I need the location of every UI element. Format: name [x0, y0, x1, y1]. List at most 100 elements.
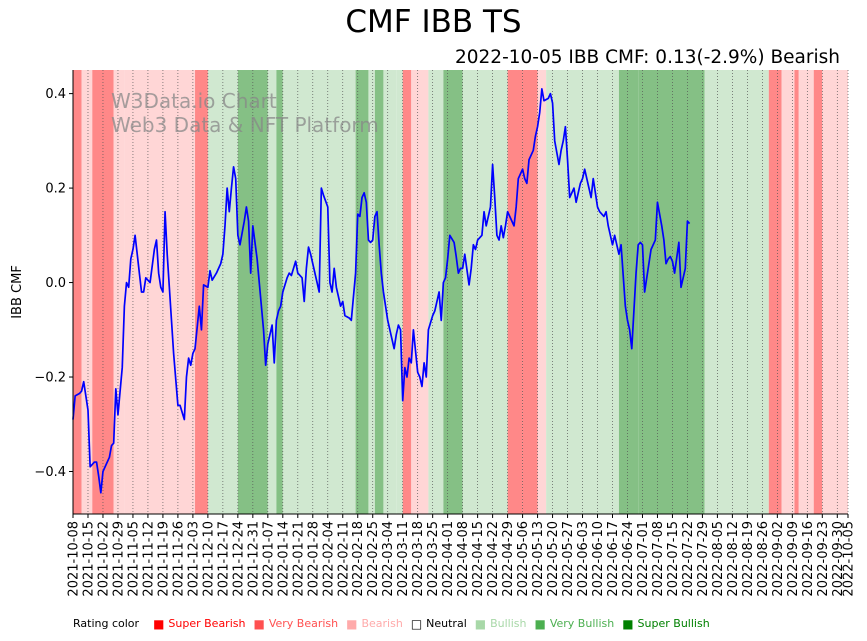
legend-label: Super Bearish	[168, 617, 246, 630]
legend-label: Super Bullish	[637, 617, 710, 630]
x-tick-label: 2022-04-08	[456, 521, 471, 597]
rating-band-9	[276, 70, 283, 514]
legend-swatch: ■	[346, 616, 358, 631]
x-tick-label: 2021-12-24	[231, 521, 246, 597]
legend-swatch: ■	[253, 616, 265, 631]
legend-item: ■ Super Bearish	[153, 617, 245, 630]
x-tick-label: 2022-01-28	[306, 521, 321, 597]
y-tick-label: 0.4	[45, 87, 66, 102]
legend-label: Very Bearish	[268, 617, 339, 630]
rating-band-16	[396, 70, 403, 514]
chart-subtitle: 2022-10-05 IBB CMF: 0.13(-2.9%) Bearish	[454, 47, 840, 68]
rating-band-3	[113, 70, 125, 514]
x-tick-label: 2022-08-26	[756, 521, 771, 597]
rating-band-32	[798, 70, 814, 514]
x-tick-label: 2022-07-29	[696, 521, 711, 597]
rating-band-13	[368, 70, 375, 514]
x-tick-label: 2022-03-18	[411, 521, 426, 597]
legend-item: ■ Very Bearish	[253, 617, 338, 630]
rating-legend: Rating color ■ Super Bearish ■ Very Bearish…	[73, 617, 718, 630]
x-tick-label: 2022-01-07	[261, 521, 276, 597]
rating-band-4	[124, 70, 196, 514]
legend-label: Very Bullish	[549, 617, 615, 630]
series-layer	[72, 88, 691, 494]
legend-label: Bullish	[490, 617, 527, 630]
rating-band-14	[374, 70, 384, 514]
x-tick-label: 2022-04-22	[486, 521, 501, 597]
x-tick-label: 2022-08-05	[711, 521, 726, 597]
rating-band-15	[383, 70, 397, 514]
legend-label: Neutral	[426, 617, 467, 630]
watermark-line-0: W3Data.io Chart	[111, 89, 277, 113]
x-tick-label: 2022-07-08	[651, 521, 666, 597]
x-tick-label: 2022-04-01	[441, 521, 456, 597]
x-tick-label: 2022-02-11	[336, 521, 351, 597]
rating-band-27	[638, 70, 705, 514]
legend-swatch: ■	[153, 616, 165, 631]
x-tick-label: 2022-04-15	[471, 521, 486, 597]
y-tick-label: −0.2	[34, 371, 66, 386]
legend-item: ■ Bullish	[475, 617, 527, 630]
x-tick-label: 2021-11-12	[141, 521, 156, 597]
rating-band-31	[794, 70, 799, 514]
y-tick-label: 0.2	[45, 182, 66, 197]
watermark-line-1: Web3 Data & NFT Platform	[111, 113, 379, 137]
x-ticks: 2021-10-08 2021-10-15 2021-10-22 2021-10-29…	[67, 514, 857, 597]
x-tick-label: 2022-08-19	[741, 521, 756, 597]
x-tick-label: 2021-10-08	[67, 521, 82, 597]
x-tick-label: 2022-01-14	[276, 521, 291, 597]
legend-item: ■ Bearish	[346, 617, 403, 630]
x-tick-label: 2022-05-20	[546, 521, 561, 597]
y-tick-label: −0.4	[34, 465, 66, 480]
rating-band-22	[507, 70, 523, 514]
legend-swatch: □	[410, 616, 423, 631]
rating-band-19	[428, 70, 444, 514]
rating-band-1	[81, 70, 93, 514]
y-axis-label: IBB CMF	[10, 265, 25, 319]
x-tick-label: 2022-03-11	[396, 521, 411, 597]
axes	[72, 70, 848, 515]
legend-swatch: ■	[474, 616, 487, 631]
legend-swatch: ■	[534, 616, 546, 631]
x-tick-label: 2022-02-18	[351, 521, 366, 597]
x-tick-label: 2022-07-15	[666, 521, 681, 597]
x-tick-label: 2021-12-31	[246, 521, 261, 597]
x-tick-label: 2022-09-30	[831, 521, 846, 597]
legend-swatch: ■	[622, 616, 634, 631]
y-ticks: −0.4 −0.2 0.0 0.2 0.4	[34, 87, 73, 480]
x-tick-label: 2022-09-23	[816, 521, 831, 597]
x-tick-label: 2022-06-24	[621, 521, 636, 597]
x-tick-label: 2021-12-10	[201, 521, 216, 597]
legend-label: Bearish	[361, 617, 403, 630]
x-tick-label: 2022-09-02	[771, 521, 786, 597]
rating-band-24	[537, 70, 547, 514]
y-tick-label: 0.0	[45, 276, 66, 291]
x-tick-label: 2022-09-16	[801, 521, 816, 597]
x-tick-label: 2021-11-05	[126, 521, 141, 597]
rating-band-18	[411, 70, 429, 514]
x-tick-label: 2021-11-26	[171, 521, 186, 597]
rating-band-30	[781, 70, 795, 514]
x-tick-label: 2022-07-22	[681, 521, 696, 597]
chart-title: CMF IBB TS	[345, 4, 522, 40]
rating-band-10	[282, 70, 294, 514]
rating-band-26	[618, 70, 639, 514]
x-tick-label: 2021-12-17	[216, 521, 231, 597]
x-tick-label: 2021-10-15	[81, 521, 96, 597]
rating-band-20	[443, 70, 463, 514]
x-tick-label: 2022-07-01	[636, 521, 651, 597]
x-tick-label: 2022-02-04	[321, 521, 336, 597]
rating-band-21	[462, 70, 508, 514]
rating-band-29	[768, 70, 782, 514]
vertical-gridlines	[72, 70, 849, 514]
rating-band-17	[402, 70, 412, 514]
x-tick-label: 2022-06-17	[606, 521, 621, 597]
x-tick-label: 2022-03-04	[381, 521, 396, 597]
x-tick-label: 2022-03-25	[426, 521, 441, 597]
rating-band-12	[355, 70, 369, 514]
x-tick-label: 2022-05-27	[561, 521, 576, 597]
x-tick-label: 2021-10-29	[111, 521, 126, 597]
x-tick-label: 2022-06-10	[591, 521, 606, 597]
